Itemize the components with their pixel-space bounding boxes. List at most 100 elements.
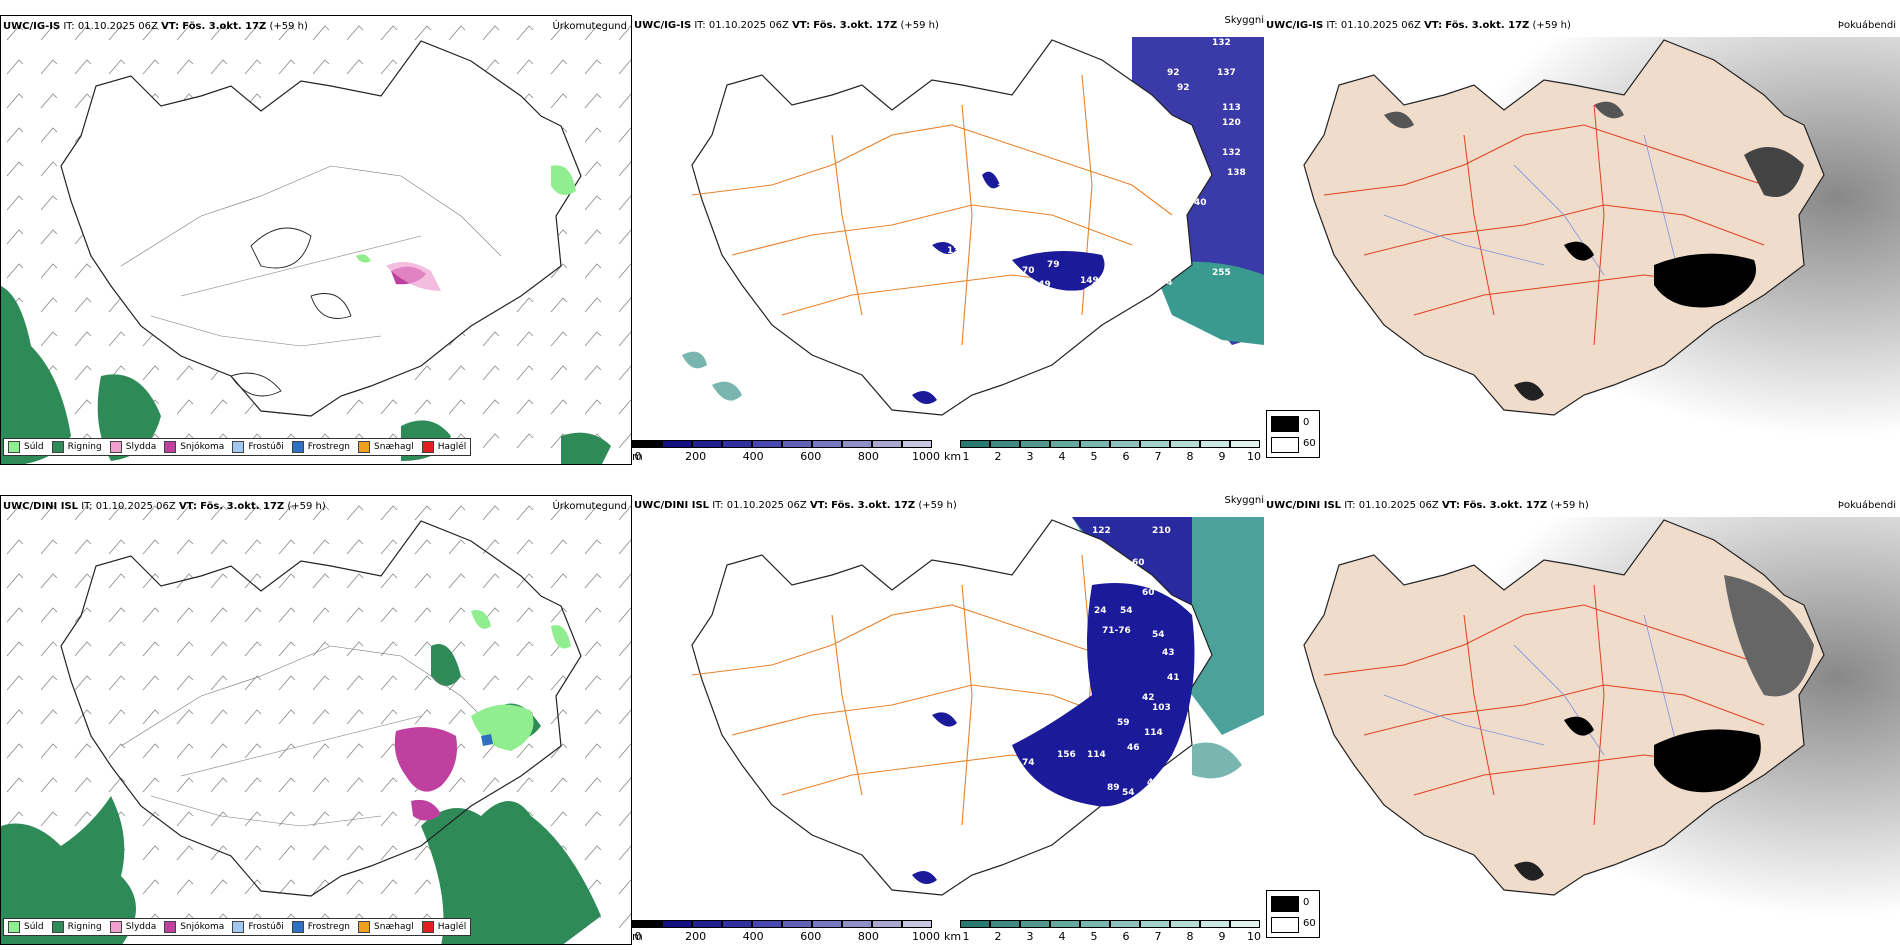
colorbar-segment	[662, 440, 692, 448]
legend-label: Súld	[24, 442, 44, 452]
legend-item: Haglél	[421, 441, 467, 453]
visibility-value-label: 65	[1162, 148, 1175, 158]
colorbar-tick: 600	[800, 930, 822, 943]
legend-item: Slydda	[109, 921, 156, 933]
visibility-value-label: 46	[1147, 778, 1160, 788]
legend-swatch	[164, 441, 177, 453]
fog-legend: 0 60	[1266, 410, 1320, 458]
visibility-value-label: 60	[1142, 588, 1155, 598]
colorbar-segment	[662, 920, 692, 928]
panel-title: Skyggni	[1224, 15, 1264, 26]
fog-legend-swatch	[1271, 917, 1299, 933]
colorbar-tick: 200	[685, 930, 707, 943]
legend-label: Frostúði	[248, 442, 284, 452]
snow-area	[411, 799, 441, 821]
legend-label: Haglél	[437, 442, 467, 452]
colorbar-segment	[1230, 440, 1260, 448]
rain-area	[421, 801, 601, 944]
colorbar-segment	[1020, 440, 1050, 448]
visibility-value-label: 114	[1087, 750, 1106, 760]
panel-title: Þokuábendi	[1837, 20, 1896, 31]
legend-swatch	[164, 921, 177, 933]
fog-area	[1744, 147, 1804, 197]
legend-item: Frostúði	[232, 921, 284, 933]
colorbar-tick: 4	[1058, 930, 1066, 943]
legend-item: Súld	[8, 441, 44, 453]
colorbar-tick: 200	[685, 450, 707, 463]
panel-header: UWC/IG-IS IT: 01.10.2025 06Z VT: Fös. 3.…	[634, 20, 939, 31]
colorbar-segment	[722, 920, 752, 928]
panel-header: UWC/DINI ISL IT: 01.10.2025 06Z VT: Fös.…	[3, 501, 326, 512]
sleet-area	[386, 262, 441, 291]
visibility-value-label: 132	[1222, 148, 1241, 158]
colorbar-segment	[1200, 440, 1230, 448]
visibility-panel-top: UWC/IG-IS IT: 01.10.2025 06Z VT: Fös. 3.…	[632, 15, 1264, 465]
ceiling-area	[932, 241, 957, 254]
ceiling-area	[982, 171, 1000, 189]
visibility-value-label: 255	[1212, 268, 1231, 278]
visibility-value-label: 55	[1092, 556, 1105, 566]
fog-panel-bottom: UWC/DINI ISL IT: 01.10.2025 06Z VT: Fös.…	[1264, 495, 1900, 945]
vis-patch	[682, 351, 742, 401]
legend-swatch	[232, 921, 245, 933]
colorbar-segment	[1050, 920, 1080, 928]
legend-label: Frostregn	[307, 922, 351, 932]
legend-item: Haglél	[421, 921, 466, 933]
panel-title: Þokuábendi	[1837, 500, 1896, 511]
panel-title: Úrkomutegund	[552, 21, 627, 32]
fog-panel-top: UWC/IG-IS IT: 01.10.2025 06Z VT: Fös. 3.…	[1264, 15, 1900, 465]
colorbar-segment	[632, 440, 662, 448]
colorbar-tick: 0	[634, 930, 642, 943]
visibility-value-label: 31	[752, 608, 765, 618]
colorbar-segment	[842, 440, 872, 448]
legend-label: Rigning	[67, 922, 102, 932]
colorbar-tick: 8	[1186, 450, 1194, 463]
colorbar-segment	[872, 440, 902, 448]
legend-label: Súld	[24, 922, 44, 932]
visibility-panel-bottom: UWC/DINI ISL IT: 01.10.2025 06Z VT: Fös.…	[632, 495, 1264, 945]
visibility-value-label: 54	[1120, 606, 1133, 616]
colorbar-segment	[1140, 440, 1170, 448]
fog-area	[1514, 381, 1544, 401]
colorbar-segment	[782, 440, 812, 448]
fog-area	[1724, 575, 1814, 697]
visibility-value-label: 103	[1152, 703, 1171, 713]
colorbar-tick: 2	[994, 450, 1002, 463]
visibility-value-label: 120	[1222, 118, 1241, 128]
legend-swatch	[51, 921, 64, 933]
colorbar-segment	[722, 440, 752, 448]
colorbar-tick: 800	[857, 930, 879, 943]
panel-header: UWC/DINI ISL IT: 01.10.2025 06Z VT: Fös.…	[1266, 500, 1589, 511]
visibility-value-label: 92	[1167, 68, 1180, 78]
colorbar-segment	[1080, 920, 1110, 928]
visibility-colorbar: km 1 2 3 4 5 6 7 8 9 10	[944, 920, 1264, 944]
colorbar-segment	[782, 920, 812, 928]
panel-title: Skyggni	[1224, 495, 1264, 506]
panel-header: UWC/IG-IS IT: 01.10.2025 06Z VT: Fös. 3.…	[3, 21, 308, 32]
legend-label: Snæhagl	[374, 442, 414, 452]
legend-item: Snjókoma	[164, 921, 224, 933]
precip-legend: Súld Rigning Slydda Snjókoma Frostúði Frostre…	[3, 918, 472, 936]
colorbar-tick: 10	[1247, 930, 1261, 943]
colorbar-segment	[960, 920, 990, 928]
fog-legend-label: 0	[1303, 417, 1310, 428]
legend-swatch	[421, 921, 434, 933]
visibility-value-label: 58	[1060, 838, 1073, 848]
visibility-value-label: 16	[940, 390, 953, 400]
ceiling-colorbar: m 0 200 400 600 800 1000	[632, 920, 940, 944]
fog-map	[1264, 517, 1900, 917]
visibility-value-label: 210	[1152, 526, 1171, 536]
visibility-value-label: 54	[1152, 630, 1165, 640]
legend-label: Snjókoma	[180, 442, 225, 452]
colorbar-segment	[812, 920, 842, 928]
colorbar-unit: m	[632, 450, 643, 463]
colorbar-segment	[902, 920, 932, 928]
visibility-value-label: 23	[1170, 248, 1183, 258]
visibility-value-label: 79	[1047, 260, 1060, 270]
legend-label: Frostúði	[248, 922, 284, 932]
visibility-value-label: 113	[1222, 103, 1241, 113]
legend-swatch	[8, 441, 20, 453]
colorbar-segment	[812, 440, 842, 448]
legend-swatch	[358, 921, 371, 933]
